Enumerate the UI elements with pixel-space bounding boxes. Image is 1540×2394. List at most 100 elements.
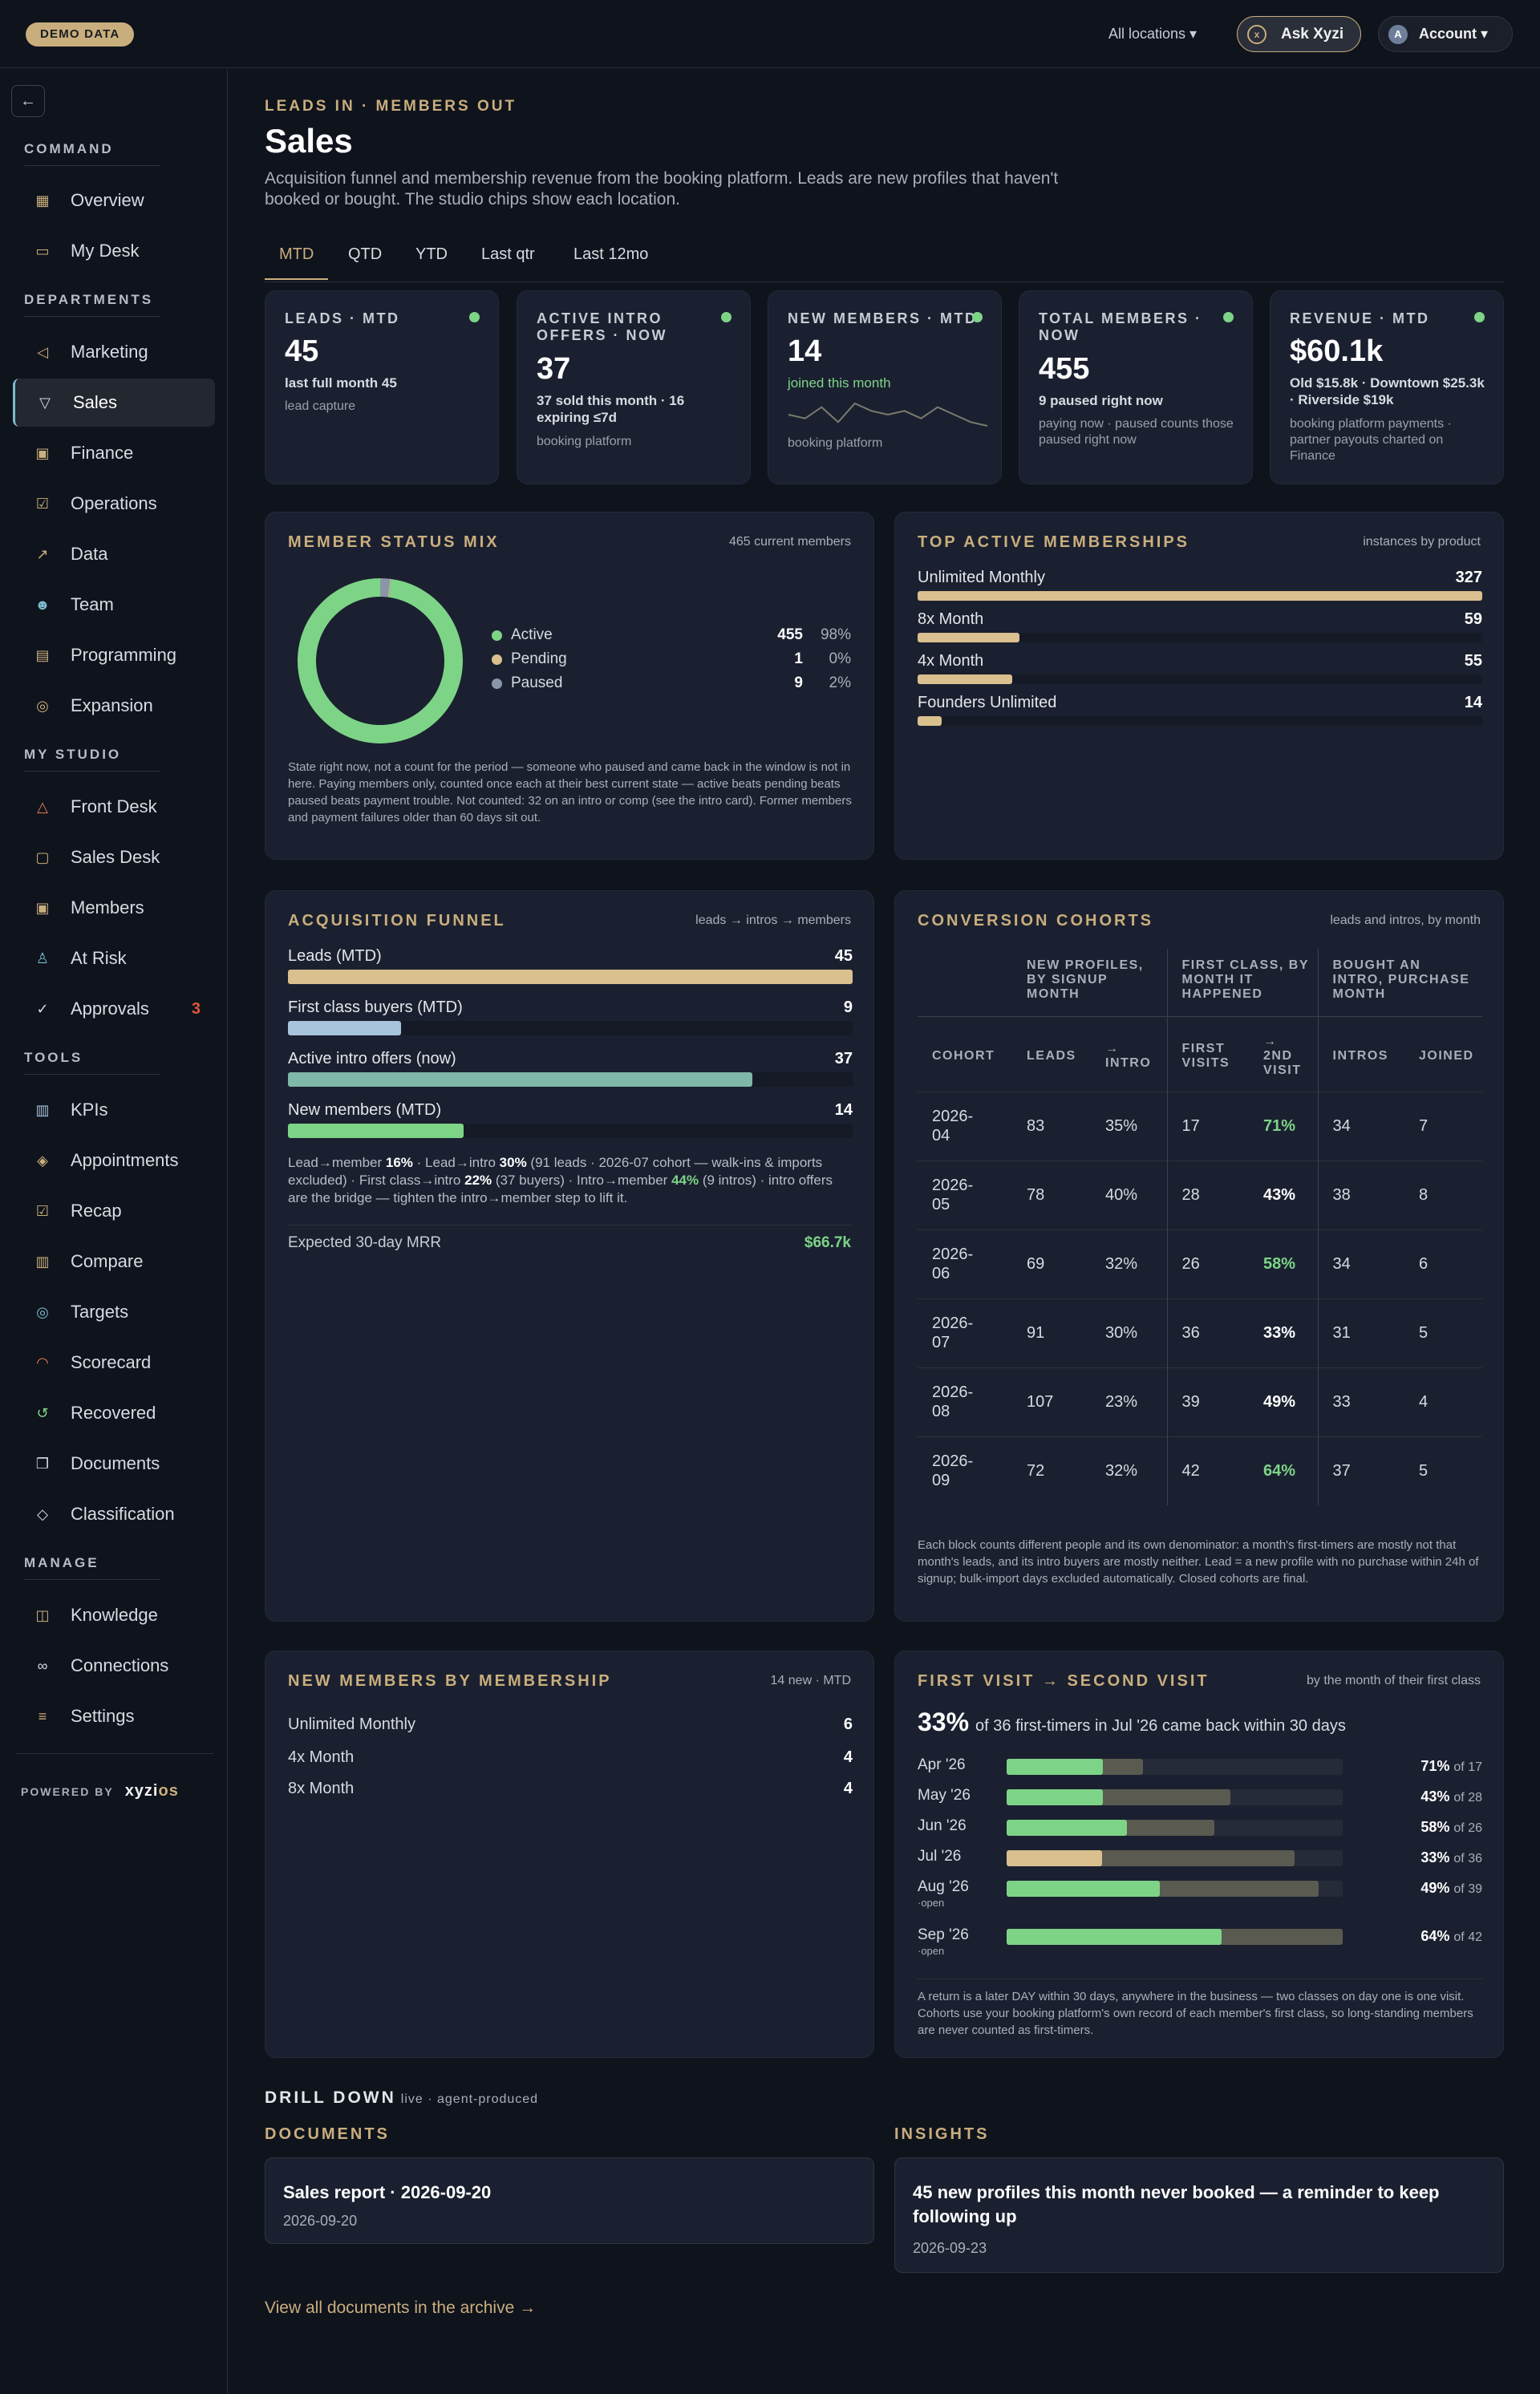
- month-label: May '26: [918, 1787, 971, 1804]
- kpi-source: booking platform: [537, 435, 632, 448]
- sidebar-item-marketing[interactable]: ◁ Marketing: [13, 328, 215, 376]
- table-cell: 28: [1166, 1160, 1249, 1229]
- layers-icon: ◈: [37, 1152, 48, 1169]
- legend-row-paused: Paused 9 2%: [490, 673, 851, 694]
- table-header-cell: JOINED: [1419, 1049, 1474, 1063]
- sidebar-item-recap[interactable]: ☑ Recap: [13, 1187, 215, 1235]
- sidebar-item-label: Members: [71, 897, 144, 917]
- sidebar-item-documents[interactable]: ❐ Documents: [13, 1440, 215, 1488]
- sidebar-item-finance[interactable]: ▣ Finance: [13, 429, 215, 477]
- sidebar-item-classification[interactable]: ◇ Classification: [13, 1490, 215, 1538]
- kpi-value: 455: [1039, 352, 1090, 386]
- megaphone-icon: ◁: [37, 344, 48, 360]
- sliders-icon: ≡: [38, 1708, 47, 1724]
- tab-qtd[interactable]: QTD: [348, 245, 383, 263]
- new-members-sparkline: [788, 402, 988, 427]
- visit-bar-row: May '26 43% of 28: [918, 1784, 1482, 1813]
- visit-month: Apr '26: [918, 1757, 966, 1773]
- brand-logo: xyzios: [125, 1782, 179, 1800]
- kpi-card-revenue[interactable]: REVENUE · MTD $60.1k Old $15.8k · Downto…: [1270, 290, 1504, 484]
- collapse-sidebar-button[interactable]: ←: [11, 85, 45, 117]
- sidebar-item-programming[interactable]: ▤ Programming: [13, 631, 215, 679]
- visit-bar-row: Sep '26 ·open 64% of 42: [918, 1924, 1482, 1958]
- location-selector[interactable]: All locations ▾: [1108, 26, 1198, 42]
- account-menu-button[interactable]: A Account ▾: [1378, 16, 1513, 52]
- card-note: 465 current members: [728, 535, 851, 549]
- sidebar-item-label: Recap: [71, 1201, 122, 1221]
- list-item-name: 4x Month: [288, 1748, 355, 1766]
- sidebar-item-members[interactable]: ▣ Members: [13, 884, 215, 932]
- ask-xyzi-button[interactable]: x Ask Xyzi: [1237, 16, 1361, 52]
- kpi-sub: 9 paused right now: [1039, 393, 1163, 408]
- document-card[interactable]: Sales report · 2026-09-20 2026-09-20: [265, 2157, 874, 2244]
- bar-track: [918, 633, 1482, 642]
- first-second-footnote: A return is a later DAY within 30 days, …: [918, 1990, 1473, 2037]
- id-card-icon: ▣: [35, 900, 50, 916]
- open-label: ·open: [918, 1897, 945, 1909]
- kpi-card-new-members[interactable]: NEW MEMBERS · MTD 14 joined this month b…: [768, 290, 1002, 484]
- card-note: 14 new · MTD: [770, 1674, 851, 1687]
- ask-xyzi-label: Ask Xyzi: [1281, 26, 1344, 43]
- sidebar-item-expansion[interactable]: ◎ Expansion: [13, 682, 215, 730]
- table-header-cell: LEADS: [1027, 1049, 1076, 1063]
- banknote-icon: ▣: [35, 445, 50, 461]
- kpi-label: ACTIVE INTRO OFFERS · NOW: [537, 310, 667, 343]
- sidebar-item-front-desk[interactable]: △ Front Desk: [13, 783, 215, 831]
- conv-pct: 16%: [385, 1155, 413, 1170]
- sidebar-item-compare[interactable]: ▥ Compare: [13, 1238, 215, 1286]
- sidebar-item-my-desk[interactable]: ▭ My Desk: [13, 227, 215, 275]
- kpi-label: LEADS · MTD: [285, 310, 400, 326]
- insight-card[interactable]: 45 new profiles this month never booked …: [894, 2157, 1504, 2273]
- sidebar-item-connections[interactable]: ∞ Connections: [13, 1642, 215, 1690]
- sidebar-item-appointments[interactable]: ◈ Appointments: [13, 1136, 215, 1185]
- sidebar: ← COMMAND ▦ Overview ▭ My Desk DEPARTMENTS…: [0, 69, 228, 2394]
- table-header-cell: COHORT: [932, 1049, 995, 1063]
- table-row: 2026-06 69 32% 26 58% 34 6: [918, 1229, 1482, 1298]
- compass-icon: ◎: [36, 698, 49, 714]
- bar-track: [1007, 1850, 1343, 1866]
- mrr-label: Expected 30-day MRR: [288, 1234, 442, 1251]
- kpi-sub: 37 sold this month · 16 expiring ≤7d: [537, 393, 685, 425]
- kpi-source: booking platform: [788, 436, 883, 450]
- sidebar-item-label: Expansion: [71, 695, 153, 715]
- table-header-cell: INTROS: [1317, 1016, 1404, 1092]
- tab-last-qtr[interactable]: Last qtr: [481, 245, 535, 263]
- sidebar-item-recovered[interactable]: ↺ Recovered: [13, 1389, 215, 1437]
- sidebar-item-knowledge[interactable]: ◫ Knowledge: [13, 1591, 215, 1639]
- pct-value: 33%: [1420, 1849, 1450, 1865]
- bar-value: 9: [843, 999, 853, 1016]
- pct-of: of 28: [1453, 1791, 1482, 1805]
- sidebar-item-sales-desk[interactable]: ▢ Sales Desk: [13, 833, 215, 881]
- avatar: A: [1388, 25, 1408, 44]
- pct-value: 58%: [1420, 1819, 1450, 1835]
- sidebar-item-team[interactable]: ☻ Team: [13, 581, 215, 629]
- headline-text: of 36 first-timers in Jul '26 came back …: [975, 1717, 1346, 1735]
- sidebar-item-kpis[interactable]: ▥ KPIs: [13, 1086, 215, 1134]
- visit-month: Aug '26 ·open: [918, 1879, 969, 1911]
- sidebar-item-targets[interactable]: ◎ Targets: [13, 1288, 215, 1336]
- sidebar-item-overview[interactable]: ▦ Overview: [13, 176, 215, 225]
- sidebar-item-data[interactable]: ↗ Data: [13, 530, 215, 578]
- sidebar-item-settings[interactable]: ≡ Settings: [13, 1692, 215, 1740]
- table-cell: 34: [1317, 1229, 1404, 1298]
- tab-ytd[interactable]: YTD: [415, 245, 448, 263]
- sidebar-item-scorecard[interactable]: ◠ Scorecard: [13, 1339, 215, 1387]
- legend-dot: [492, 654, 502, 665]
- kpi-label: NEW MEMBERS · MTD: [788, 310, 978, 326]
- bar-track: [918, 591, 1482, 601]
- sidebar-item-at-risk[interactable]: ♙ At Risk: [13, 934, 215, 982]
- sidebar-item-approvals[interactable]: ✓ Approvals 3: [13, 985, 215, 1033]
- sidebar-item-sales[interactable]: ▽ Sales: [13, 379, 215, 427]
- sidebar-item-label: Connections: [71, 1655, 169, 1675]
- sidebar-item-operations[interactable]: ☑ Operations: [13, 480, 215, 528]
- kpi-card-leads[interactable]: LEADS · MTD 45 last full month 45 lead c…: [265, 290, 499, 484]
- membership-bar-row: Founders Unlimited 14: [918, 694, 1482, 729]
- archive-link[interactable]: View all documents in the archive →: [265, 2299, 537, 2317]
- kpi-card-intro-offers[interactable]: ACTIVE INTRO OFFERS · NOW 37 37 sold thi…: [517, 290, 751, 484]
- kpi-card-total-members[interactable]: TOTAL MEMBERS · NOW 455 9 paused right n…: [1019, 290, 1253, 484]
- sidebar-item-label: Knowledge: [71, 1605, 158, 1625]
- tab-last-12mo[interactable]: Last 12mo: [573, 245, 649, 263]
- insights-heading: INSIGHTS: [894, 2125, 990, 2143]
- recover-icon: ↺: [36, 1405, 49, 1421]
- tab-mtd[interactable]: MTD: [265, 245, 329, 280]
